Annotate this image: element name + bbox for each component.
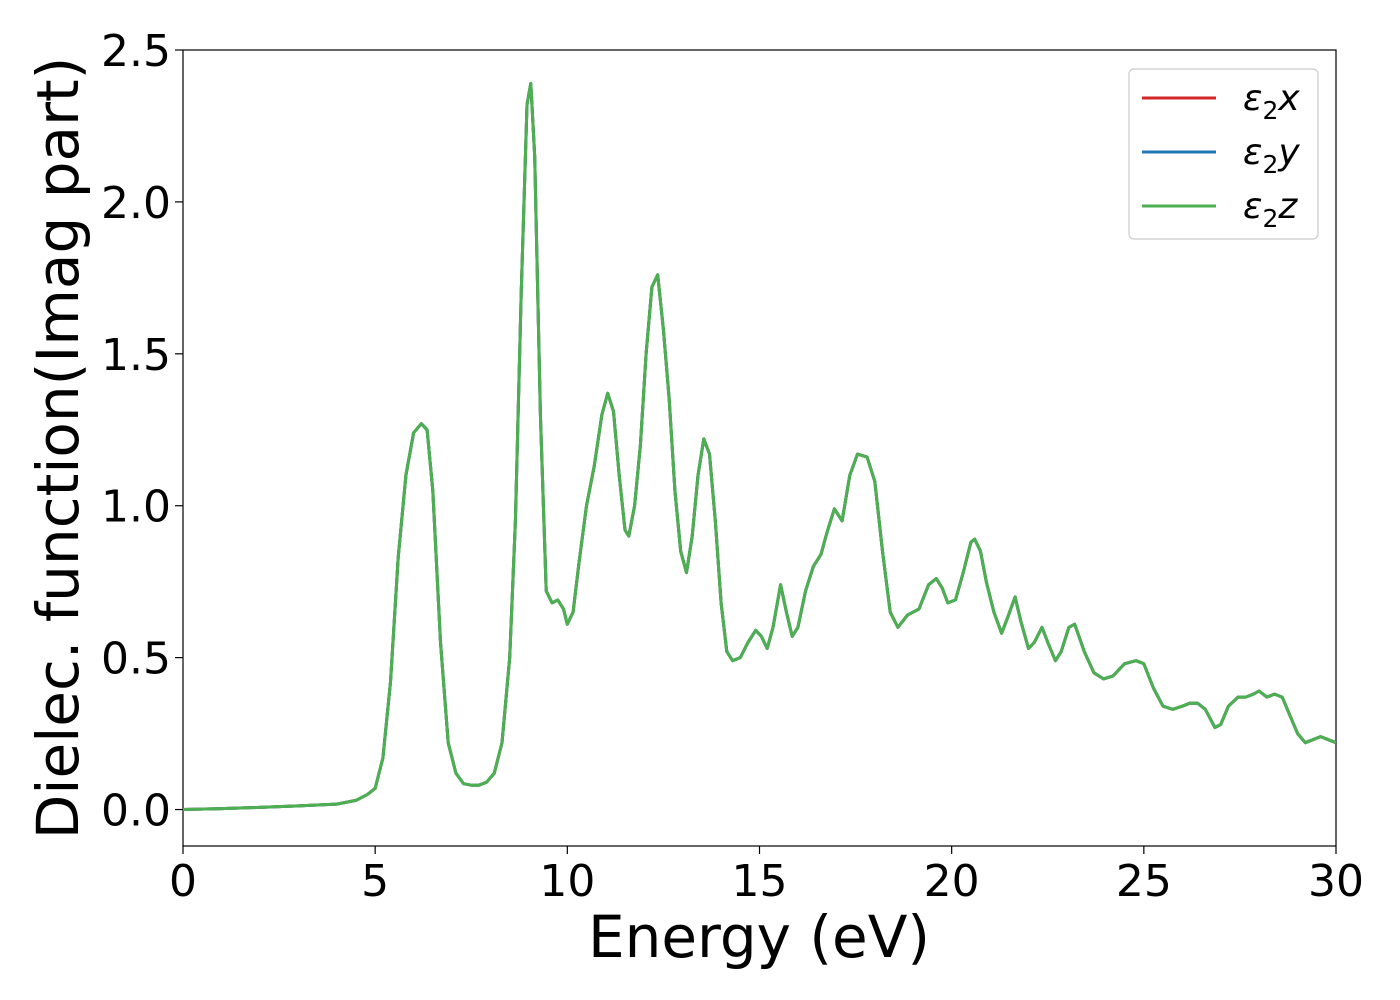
- x-tick-label: 10: [539, 856, 595, 907]
- legend-label-z: ε2z: [1243, 186, 1298, 233]
- y-axis-label: Dielec. function(Imag part): [24, 57, 92, 840]
- legend-label-y: ε2y: [1243, 132, 1300, 179]
- axes: 0 5 10 15 20 25 30 0.0 0.5 1.0 1.5 2.0 2.5: [101, 26, 1364, 907]
- x-tick-label: 25: [1116, 856, 1172, 907]
- y-tick-label: 0.5: [101, 634, 171, 685]
- x-tick-label: 30: [1308, 856, 1364, 907]
- legend: ε2x ε2y ε2z: [1128, 68, 1319, 240]
- y-tick-label: 2.5: [101, 26, 171, 77]
- series-line-z: [183, 81, 1336, 811]
- legend-box: [1128, 68, 1319, 240]
- legend-label-x: ε2x: [1243, 78, 1300, 125]
- y-tick-label: 1.0: [101, 482, 171, 533]
- y-tick-label: 2.0: [101, 178, 171, 229]
- x-tick-label: 0: [169, 856, 197, 907]
- y-tick-label: 0.0: [101, 786, 171, 837]
- plot-area: [183, 81, 1336, 811]
- x-axis-label: Energy (eV): [588, 903, 930, 971]
- y-tick-label: 1.5: [101, 330, 171, 381]
- x-tick-label: 20: [924, 856, 980, 907]
- x-tick-label: 5: [361, 856, 389, 907]
- x-tick-label: 15: [732, 856, 788, 907]
